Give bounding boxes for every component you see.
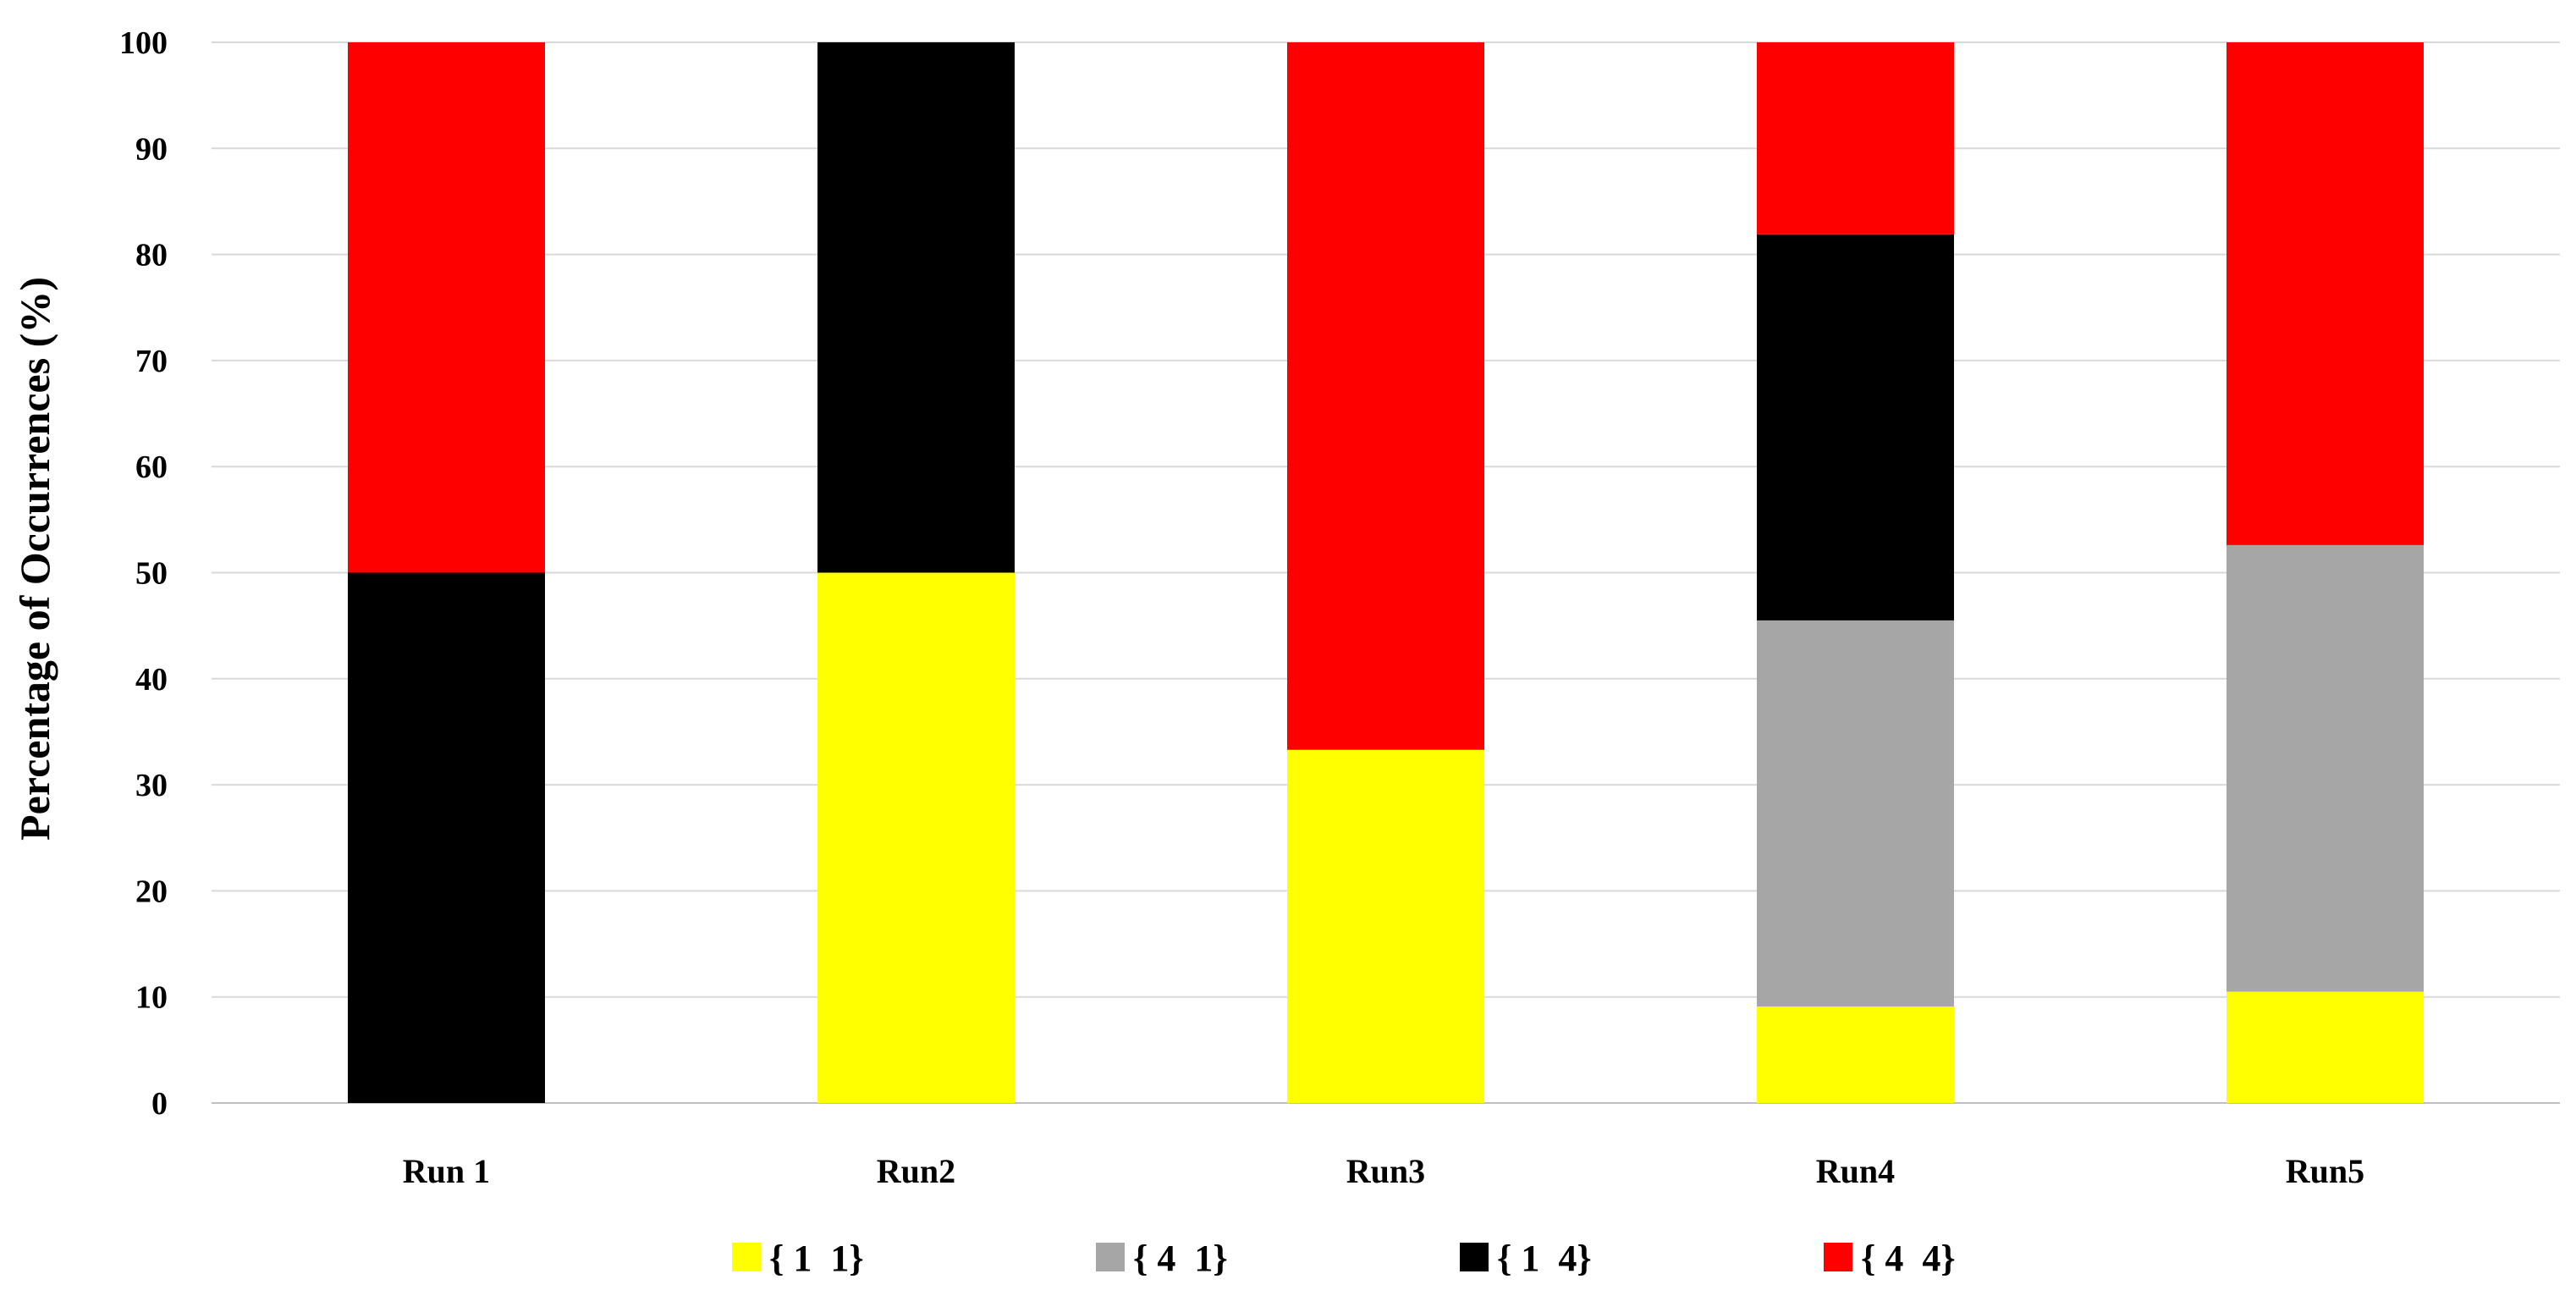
bar-segment: [1757, 1006, 1954, 1103]
legend: { 1 1} { 4 1} { 1 4} { 4 4}: [732, 1238, 1956, 1279]
y-tick-label: 10: [135, 980, 168, 1016]
y-axis-ticks: 0 10 20 30 40 50 60 70 80 90 100: [119, 25, 168, 1122]
legend-swatch: [1824, 1243, 1852, 1271]
bar-segment: [1757, 42, 1954, 234]
bar-segment: [2226, 544, 2424, 992]
y-tick-label: 80: [135, 238, 168, 273]
bar-segment: [1287, 749, 1484, 1103]
bar-segment: [817, 572, 1015, 1103]
bar-segment: [1757, 234, 1954, 620]
legend-label: { 4 4}: [1861, 1238, 1956, 1279]
y-tick-label: 0: [151, 1086, 168, 1122]
legend-label: { 4 1}: [1133, 1238, 1228, 1279]
bar-segment: [2226, 991, 2424, 1103]
legend-label: { 1 4}: [1497, 1238, 1592, 1279]
bar-segment: [2226, 42, 2424, 545]
y-tick-label: 30: [135, 768, 168, 803]
y-tick-label: 40: [135, 662, 168, 698]
bar-segment: [348, 572, 545, 1103]
x-category-label: Run2: [877, 1152, 955, 1190]
y-tick-label: 70: [135, 344, 168, 379]
legend-label: { 1 1}: [769, 1238, 864, 1279]
y-tick-label: 100: [119, 25, 168, 61]
legend-swatch: [1096, 1243, 1125, 1271]
y-tick-label: 50: [135, 556, 168, 592]
legend-swatch: [1460, 1243, 1489, 1271]
bar-segment: [1757, 620, 1954, 1006]
x-category-label: Run 1: [403, 1152, 490, 1190]
y-axis-title: Percentage of Occurrences (%): [11, 277, 58, 841]
x-category-label: Run3: [1346, 1152, 1425, 1190]
x-axis-categories: Run 1 Run2 Run3 Run4 Run5: [403, 1152, 2364, 1190]
y-tick-label: 90: [135, 131, 168, 167]
x-category-label: Run4: [1816, 1152, 1895, 1190]
y-tick-label: 20: [135, 874, 168, 909]
legend-swatch: [732, 1243, 761, 1271]
x-category-label: Run5: [2286, 1152, 2364, 1190]
y-tick-label: 60: [135, 449, 168, 485]
bar-segment: [1287, 42, 1484, 750]
bar-segment: [348, 42, 545, 573]
bars: [348, 42, 2424, 1103]
bar-segment: [817, 42, 1015, 573]
